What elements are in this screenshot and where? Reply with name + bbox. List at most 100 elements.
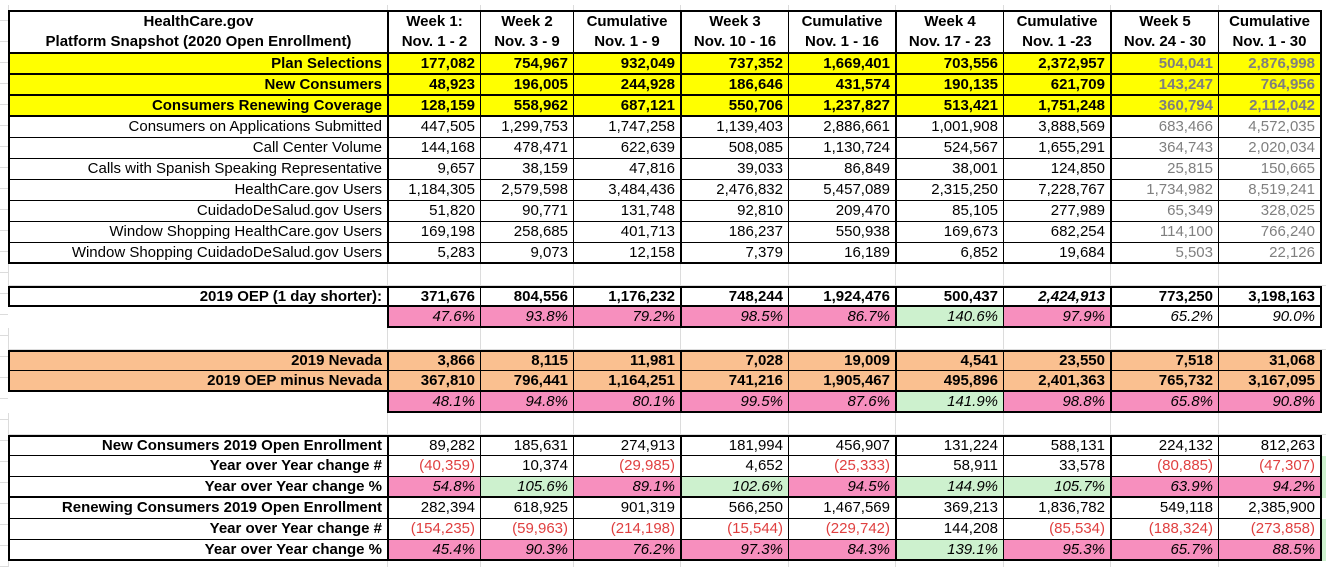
table-cell[interactable]: 102.6%	[680, 477, 788, 498]
table-cell[interactable]: 748,244	[680, 286, 788, 307]
table-cell[interactable]: 181,994	[680, 435, 788, 456]
table-cell[interactable]: 447,505	[387, 117, 480, 138]
table-cell[interactable]: 54.8%	[387, 477, 480, 498]
table-cell[interactable]: (273,858)	[1218, 519, 1322, 540]
table-cell[interactable]: 92,810	[680, 201, 788, 222]
table-cell[interactable]: 39,033	[680, 159, 788, 180]
table-cell[interactable]: 94.2%	[1218, 477, 1322, 498]
row-label[interactable]: Year over Year change %	[8, 477, 387, 498]
table-cell[interactable]: 90.8%	[1218, 392, 1322, 413]
table-cell[interactable]: 98.8%	[1003, 392, 1110, 413]
table-cell[interactable]: 9,657	[387, 159, 480, 180]
table-cell[interactable]: 508,085	[680, 138, 788, 159]
table-cell[interactable]: 80.1%	[573, 392, 680, 413]
table-cell[interactable]: 144,168	[387, 138, 480, 159]
table-cell[interactable]: 1,237,827	[788, 96, 895, 117]
table-cell[interactable]: 1,747,258	[573, 117, 680, 138]
table-cell[interactable]: 1,836,782	[1003, 498, 1110, 519]
table-cell[interactable]: 804,556	[480, 286, 573, 307]
table-cell[interactable]: (59,963)	[480, 519, 573, 540]
table-cell[interactable]: 796,441	[480, 371, 573, 392]
table-cell[interactable]: 11,981	[573, 350, 680, 371]
table-cell[interactable]: 3,484,436	[573, 180, 680, 201]
table-cell[interactable]: 2,579,598	[480, 180, 573, 201]
table-cell[interactable]: 88.5%	[1218, 540, 1322, 561]
table-cell[interactable]: 93.8%	[480, 307, 573, 328]
table-cell[interactable]: 38,159	[480, 159, 573, 180]
table-cell[interactable]: 2,876,998	[1218, 54, 1322, 75]
table-cell[interactable]: 51,820	[387, 201, 480, 222]
table-cell[interactable]: 360,794	[1110, 96, 1218, 117]
row-label[interactable]: Year over Year change #	[8, 456, 387, 477]
table-cell[interactable]: 144,208	[895, 519, 1003, 540]
row-label[interactable]: Window Shopping HealthCare.gov Users	[8, 222, 387, 243]
column-header-cumulative-1-23[interactable]: Cumulative Nov. 1 -23	[1003, 10, 1110, 54]
table-cell[interactable]: 550,706	[680, 96, 788, 117]
table-cell[interactable]: 48.1%	[387, 392, 480, 413]
table-cell[interactable]: 31,068	[1218, 350, 1322, 371]
table-cell[interactable]: 185,631	[480, 435, 573, 456]
table-cell[interactable]: 63.9%	[1110, 477, 1218, 498]
row-label[interactable]: 2019 OEP (1 day shorter):	[8, 286, 387, 307]
table-cell[interactable]: 97.9%	[1003, 307, 1110, 328]
table-cell[interactable]: 328,025	[1218, 201, 1322, 222]
row-label[interactable]: Consumers Renewing Coverage	[8, 96, 387, 117]
row-label[interactable]: Year over Year change #	[8, 519, 387, 540]
table-cell[interactable]: 901,319	[573, 498, 680, 519]
table-cell[interactable]: 4,541	[895, 350, 1003, 371]
table-cell[interactable]: 1,655,291	[1003, 138, 1110, 159]
table-cell[interactable]: (47,307)	[1218, 456, 1322, 477]
row-label[interactable]: 2019 OEP minus Nevada	[8, 371, 387, 392]
table-cell[interactable]: 186,237	[680, 222, 788, 243]
row-label[interactable]: Year over Year change %	[8, 540, 387, 561]
table-cell[interactable]: 48,923	[387, 75, 480, 96]
table-cell[interactable]: 2,315,250	[895, 180, 1003, 201]
table-cell[interactable]: 65,349	[1110, 201, 1218, 222]
row-label[interactable]: Window Shopping CuidadoDeSalud.gov Users	[8, 243, 387, 264]
table-cell[interactable]: 86,849	[788, 159, 895, 180]
table-cell[interactable]: 38,001	[895, 159, 1003, 180]
table-cell[interactable]: (154,235)	[387, 519, 480, 540]
table-cell[interactable]: (40,359)	[387, 456, 480, 477]
table-cell[interactable]: 124,850	[1003, 159, 1110, 180]
table-cell[interactable]: 4,652	[680, 456, 788, 477]
table-cell[interactable]: 737,352	[680, 54, 788, 75]
table-cell[interactable]: 150,665	[1218, 159, 1322, 180]
table-cell[interactable]: 812,263	[1218, 435, 1322, 456]
table-cell[interactable]: 3,167,095	[1218, 371, 1322, 392]
table-cell[interactable]: 209,470	[788, 201, 895, 222]
table-cell[interactable]: 169,673	[895, 222, 1003, 243]
table-cell[interactable]: 7,379	[680, 243, 788, 264]
table-cell[interactable]: 114,100	[1110, 222, 1218, 243]
column-header-cumulative-1-9[interactable]: Cumulative Nov. 1 - 9	[573, 10, 680, 54]
table-cell[interactable]: 89,282	[387, 435, 480, 456]
table-cell[interactable]: 618,925	[480, 498, 573, 519]
table-cell[interactable]: 7,518	[1110, 350, 1218, 371]
column-header-week4[interactable]: Week 4 Nov. 17 - 23	[895, 10, 1003, 54]
table-cell[interactable]: 22,126	[1218, 243, 1322, 264]
table-cell[interactable]: 258,685	[480, 222, 573, 243]
table-cell[interactable]: 549,118	[1110, 498, 1218, 519]
table-cell[interactable]: 141.9%	[895, 392, 1003, 413]
table-cell[interactable]: 8,115	[480, 350, 573, 371]
table-cell[interactable]: 244,928	[573, 75, 680, 96]
column-header-week3[interactable]: Week 3 Nov. 10 - 16	[680, 10, 788, 54]
row-label[interactable]: Consumers on Applications Submitted	[8, 117, 387, 138]
table-cell[interactable]: 2,020,034	[1218, 138, 1322, 159]
table-cell[interactable]: 1,176,232	[573, 286, 680, 307]
table-cell[interactable]: 90.3%	[480, 540, 573, 561]
table-cell[interactable]: (214,198)	[573, 519, 680, 540]
table-cell[interactable]: 4,572,035	[1218, 117, 1322, 138]
table-cell[interactable]: 7,228,767	[1003, 180, 1110, 201]
table-cell[interactable]: 90,771	[480, 201, 573, 222]
table-cell[interactable]: 1,734,982	[1110, 180, 1218, 201]
table-cell[interactable]: 144.9%	[895, 477, 1003, 498]
table-cell[interactable]: 23,550	[1003, 350, 1110, 371]
table-cell[interactable]: (80,885)	[1110, 456, 1218, 477]
table-cell[interactable]: 1,139,403	[680, 117, 788, 138]
table-cell[interactable]: 19,009	[788, 350, 895, 371]
table-cell[interactable]: 84.3%	[788, 540, 895, 561]
table-cell[interactable]: 94.5%	[788, 477, 895, 498]
table-cell[interactable]: 754,967	[480, 54, 573, 75]
table-cell[interactable]: 741,216	[680, 371, 788, 392]
